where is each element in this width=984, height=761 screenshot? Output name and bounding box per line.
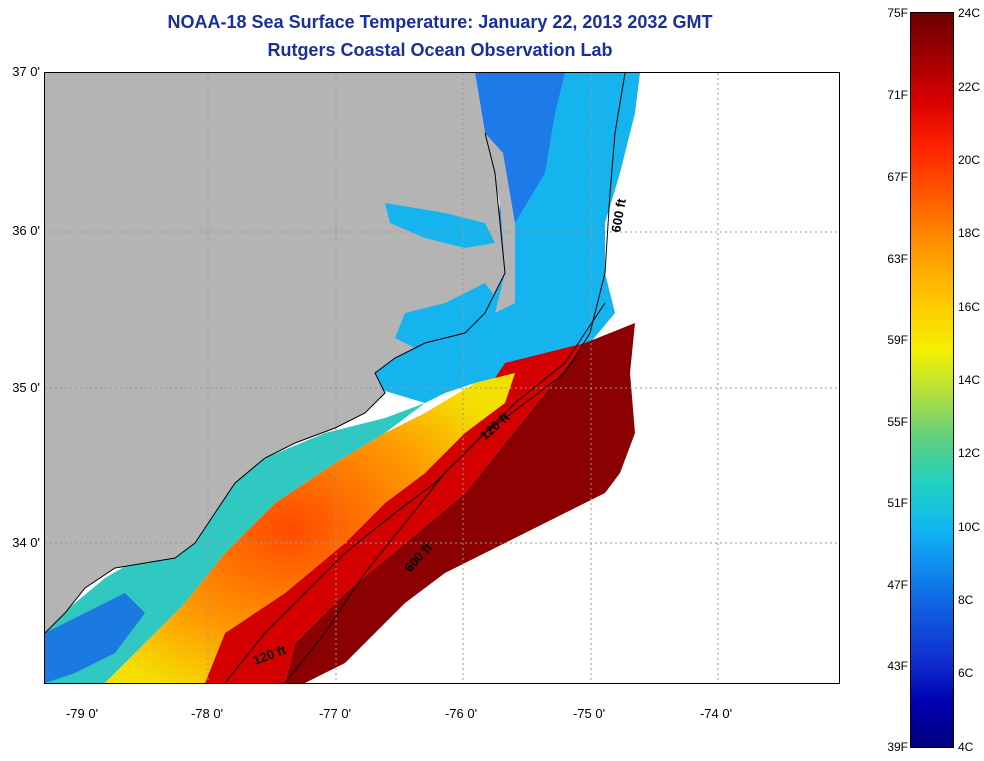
colorbar-f-55: 55F <box>887 415 908 429</box>
barrier-islands <box>485 133 515 313</box>
colorbar-f-59: 59F <box>887 333 908 347</box>
lat-label-37: 37 0' <box>12 64 40 79</box>
lat-label-36: 36 0' <box>12 223 40 238</box>
graticule <box>45 73 839 683</box>
sst-map: 600 ft 120 ft 600 ft 120 ft <box>44 72 840 684</box>
pamlico-sound <box>395 283 500 348</box>
colorbar-c-4: 4C <box>958 740 974 754</box>
colorbar-c-8: 8C <box>958 593 974 607</box>
lon-label-78: -78 0' <box>190 706 224 721</box>
lon-label-77: -77 0' <box>318 706 352 721</box>
colorbar-f-67: 67F <box>887 170 908 184</box>
lon-label-75: -75 0' <box>572 706 606 721</box>
colorbar-c-6: 6C <box>958 666 974 680</box>
colorbar-f-43: 43F <box>887 659 908 673</box>
gulf-stream-core <box>285 323 635 683</box>
lon-label-76: -76 0' <box>444 706 478 721</box>
colorbar-f-75: 75F <box>887 6 908 20</box>
cold-water-region <box>365 73 640 403</box>
map-title: NOAA-18 Sea Surface Temperature: January… <box>167 12 713 32</box>
map-subtitle: Rutgers Coastal Ocean Observation Lab <box>267 40 613 60</box>
lon-label-74: -74 0' <box>699 706 733 721</box>
colorbar-c-12: 12C <box>958 446 981 460</box>
lon-label-79: -79 0' <box>65 706 99 721</box>
colorbar-f-47: 47F <box>887 578 908 592</box>
colorbar-c-22: 22C <box>958 80 981 94</box>
warm-shelf-water <box>105 373 515 683</box>
contour-600ft <box>284 73 626 683</box>
colorbar-f-51: 51F <box>887 496 908 510</box>
albemarle-sound <box>385 203 495 248</box>
coastline <box>45 132 506 634</box>
contour-120ft <box>224 302 606 683</box>
colorbar-c-14: 14C <box>958 373 981 387</box>
lat-label-35: 35 0' <box>12 380 40 395</box>
colorbar-c-16: 16C <box>958 300 981 314</box>
colorbar-c-24: 24C <box>958 6 981 20</box>
contour-label-north-600: 600 ft <box>608 197 629 234</box>
colorbar-f-63: 63F <box>887 252 908 266</box>
colorbar-f-71: 71F <box>887 88 908 102</box>
colorbar <box>910 12 954 748</box>
colorbar-c-10: 10C <box>958 520 981 534</box>
colorbar-c-20: 20C <box>958 153 981 167</box>
cape-fear-cold <box>45 593 145 683</box>
cold-water-deep <box>465 73 565 313</box>
colorbar-c-18: 18C <box>958 226 981 240</box>
lat-label-34: 34 0' <box>12 535 40 550</box>
sst-map-canvas: 600 ft 120 ft 600 ft 120 ft <box>45 73 839 683</box>
colorbar-f-39: 39F <box>887 740 908 754</box>
